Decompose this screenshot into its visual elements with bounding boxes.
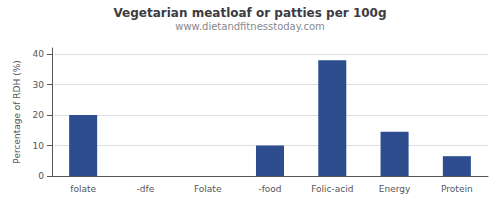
svg-text:-dfe: -dfe <box>137 184 155 194</box>
svg-text:Energy: Energy <box>379 184 411 194</box>
svg-text:www.dietandfitnesstoday.com: www.dietandfitnesstoday.com <box>175 21 324 32</box>
svg-text:Percentage of RDH (%): Percentage of RDH (%) <box>12 60 22 163</box>
svg-text:40: 40 <box>33 49 45 59</box>
svg-text:30: 30 <box>33 80 45 90</box>
svg-text:folate: folate <box>70 184 96 194</box>
svg-text:Folate: Folate <box>194 184 222 194</box>
svg-text:Protein: Protein <box>441 184 473 194</box>
svg-text:20: 20 <box>33 110 45 120</box>
svg-text:Folic-acid: Folic-acid <box>311 184 353 194</box>
svg-text:10: 10 <box>33 141 45 151</box>
svg-text:0: 0 <box>38 171 44 181</box>
svg-text:Vegetarian meatloaf or patties: Vegetarian meatloaf or patties per 100g <box>113 6 386 20</box>
svg-text:-food: -food <box>258 184 281 194</box>
